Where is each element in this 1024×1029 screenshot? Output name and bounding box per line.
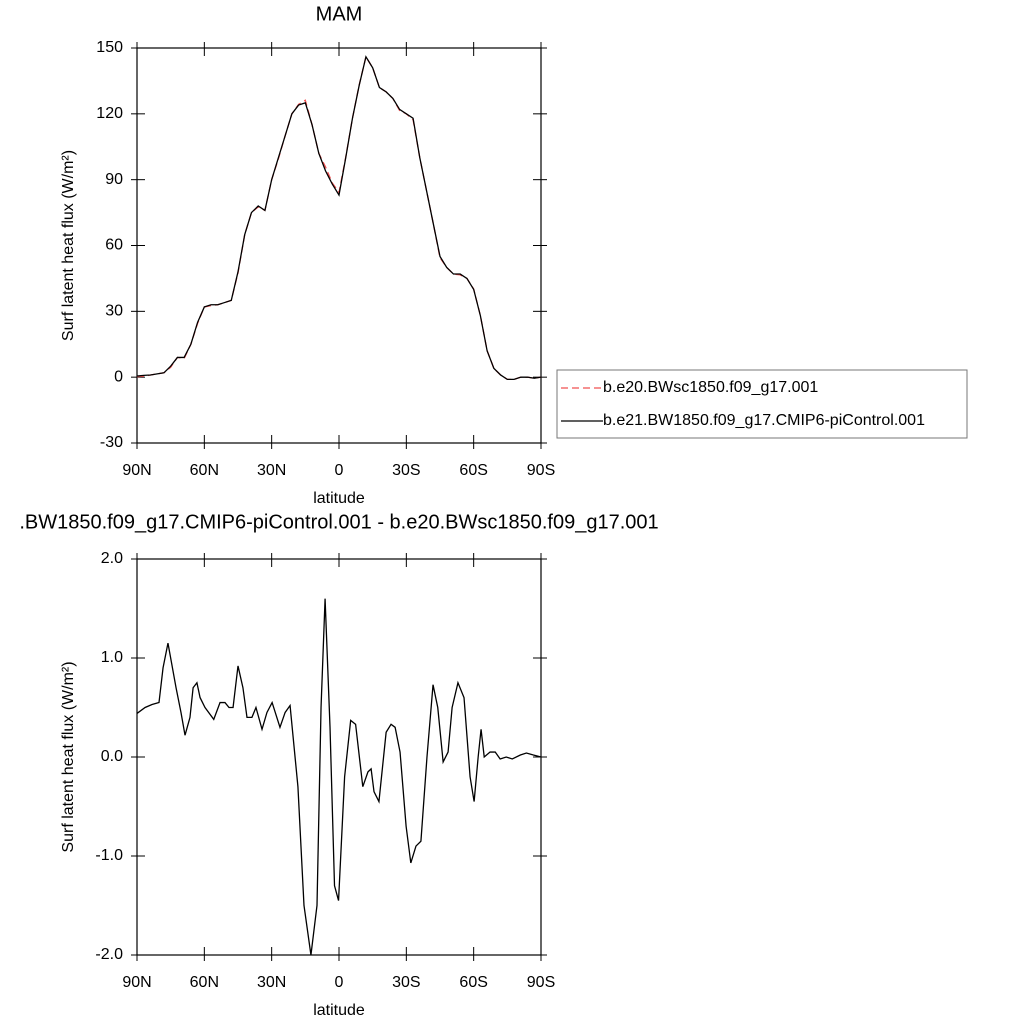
y-tick-label: 0 [114,368,123,385]
x-tick-label: 90S [527,462,555,479]
y-axis-label: Surf latent heat flux (W/m²) [60,150,77,341]
x-axis-label: latitude [313,490,365,507]
data-line [136,55,542,381]
x-tick-label: 90N [122,974,151,991]
y-axis-label: Surf latent heat flux (W/m²) [60,661,77,852]
x-axis-label: latitude [313,1002,365,1019]
x-tick-label: 0 [335,462,344,479]
y-tick-label: 30 [105,303,123,320]
plot-frame [136,47,542,444]
y-tick-label: 1.0 [101,649,123,666]
x-tick-label: 90S [527,974,555,991]
x-tick-label: 0 [335,974,344,991]
x-tick-label: 60N [190,974,219,991]
y-tick-label: 2.0 [101,550,123,567]
y-tick-label: 60 [105,237,123,254]
chart-title: .BW1850.f09_g17.CMIP6-piControl.001 - b.… [19,511,658,533]
y-tick-label: 0.0 [101,748,123,765]
x-tick-label: 30S [392,974,420,991]
y-tick-label: -2.0 [95,946,123,963]
data-line [136,598,542,956]
data-line [136,55,542,381]
legend-box [556,369,968,439]
x-tick-label: 60N [190,462,219,479]
x-tick-label: 60S [459,462,487,479]
x-tick-label: 30N [257,974,286,991]
x-tick-label: 90N [122,462,151,479]
y-tick-label: 150 [96,39,123,56]
legend-label: b.e21.BW1850.f09_g17.CMIP6-piControl.001 [603,412,925,429]
x-tick-label: 30N [257,462,286,479]
chart-title: MAM [316,3,363,25]
x-tick-label: 30S [392,462,420,479]
y-tick-label: 90 [105,171,123,188]
legend-label: b.e20.BWsc1850.f09_g17.001 [603,379,818,396]
y-tick-label: -1.0 [95,847,123,864]
y-tick-label: 120 [96,105,123,122]
x-tick-label: 60S [459,974,487,991]
y-tick-label: -30 [100,434,123,451]
